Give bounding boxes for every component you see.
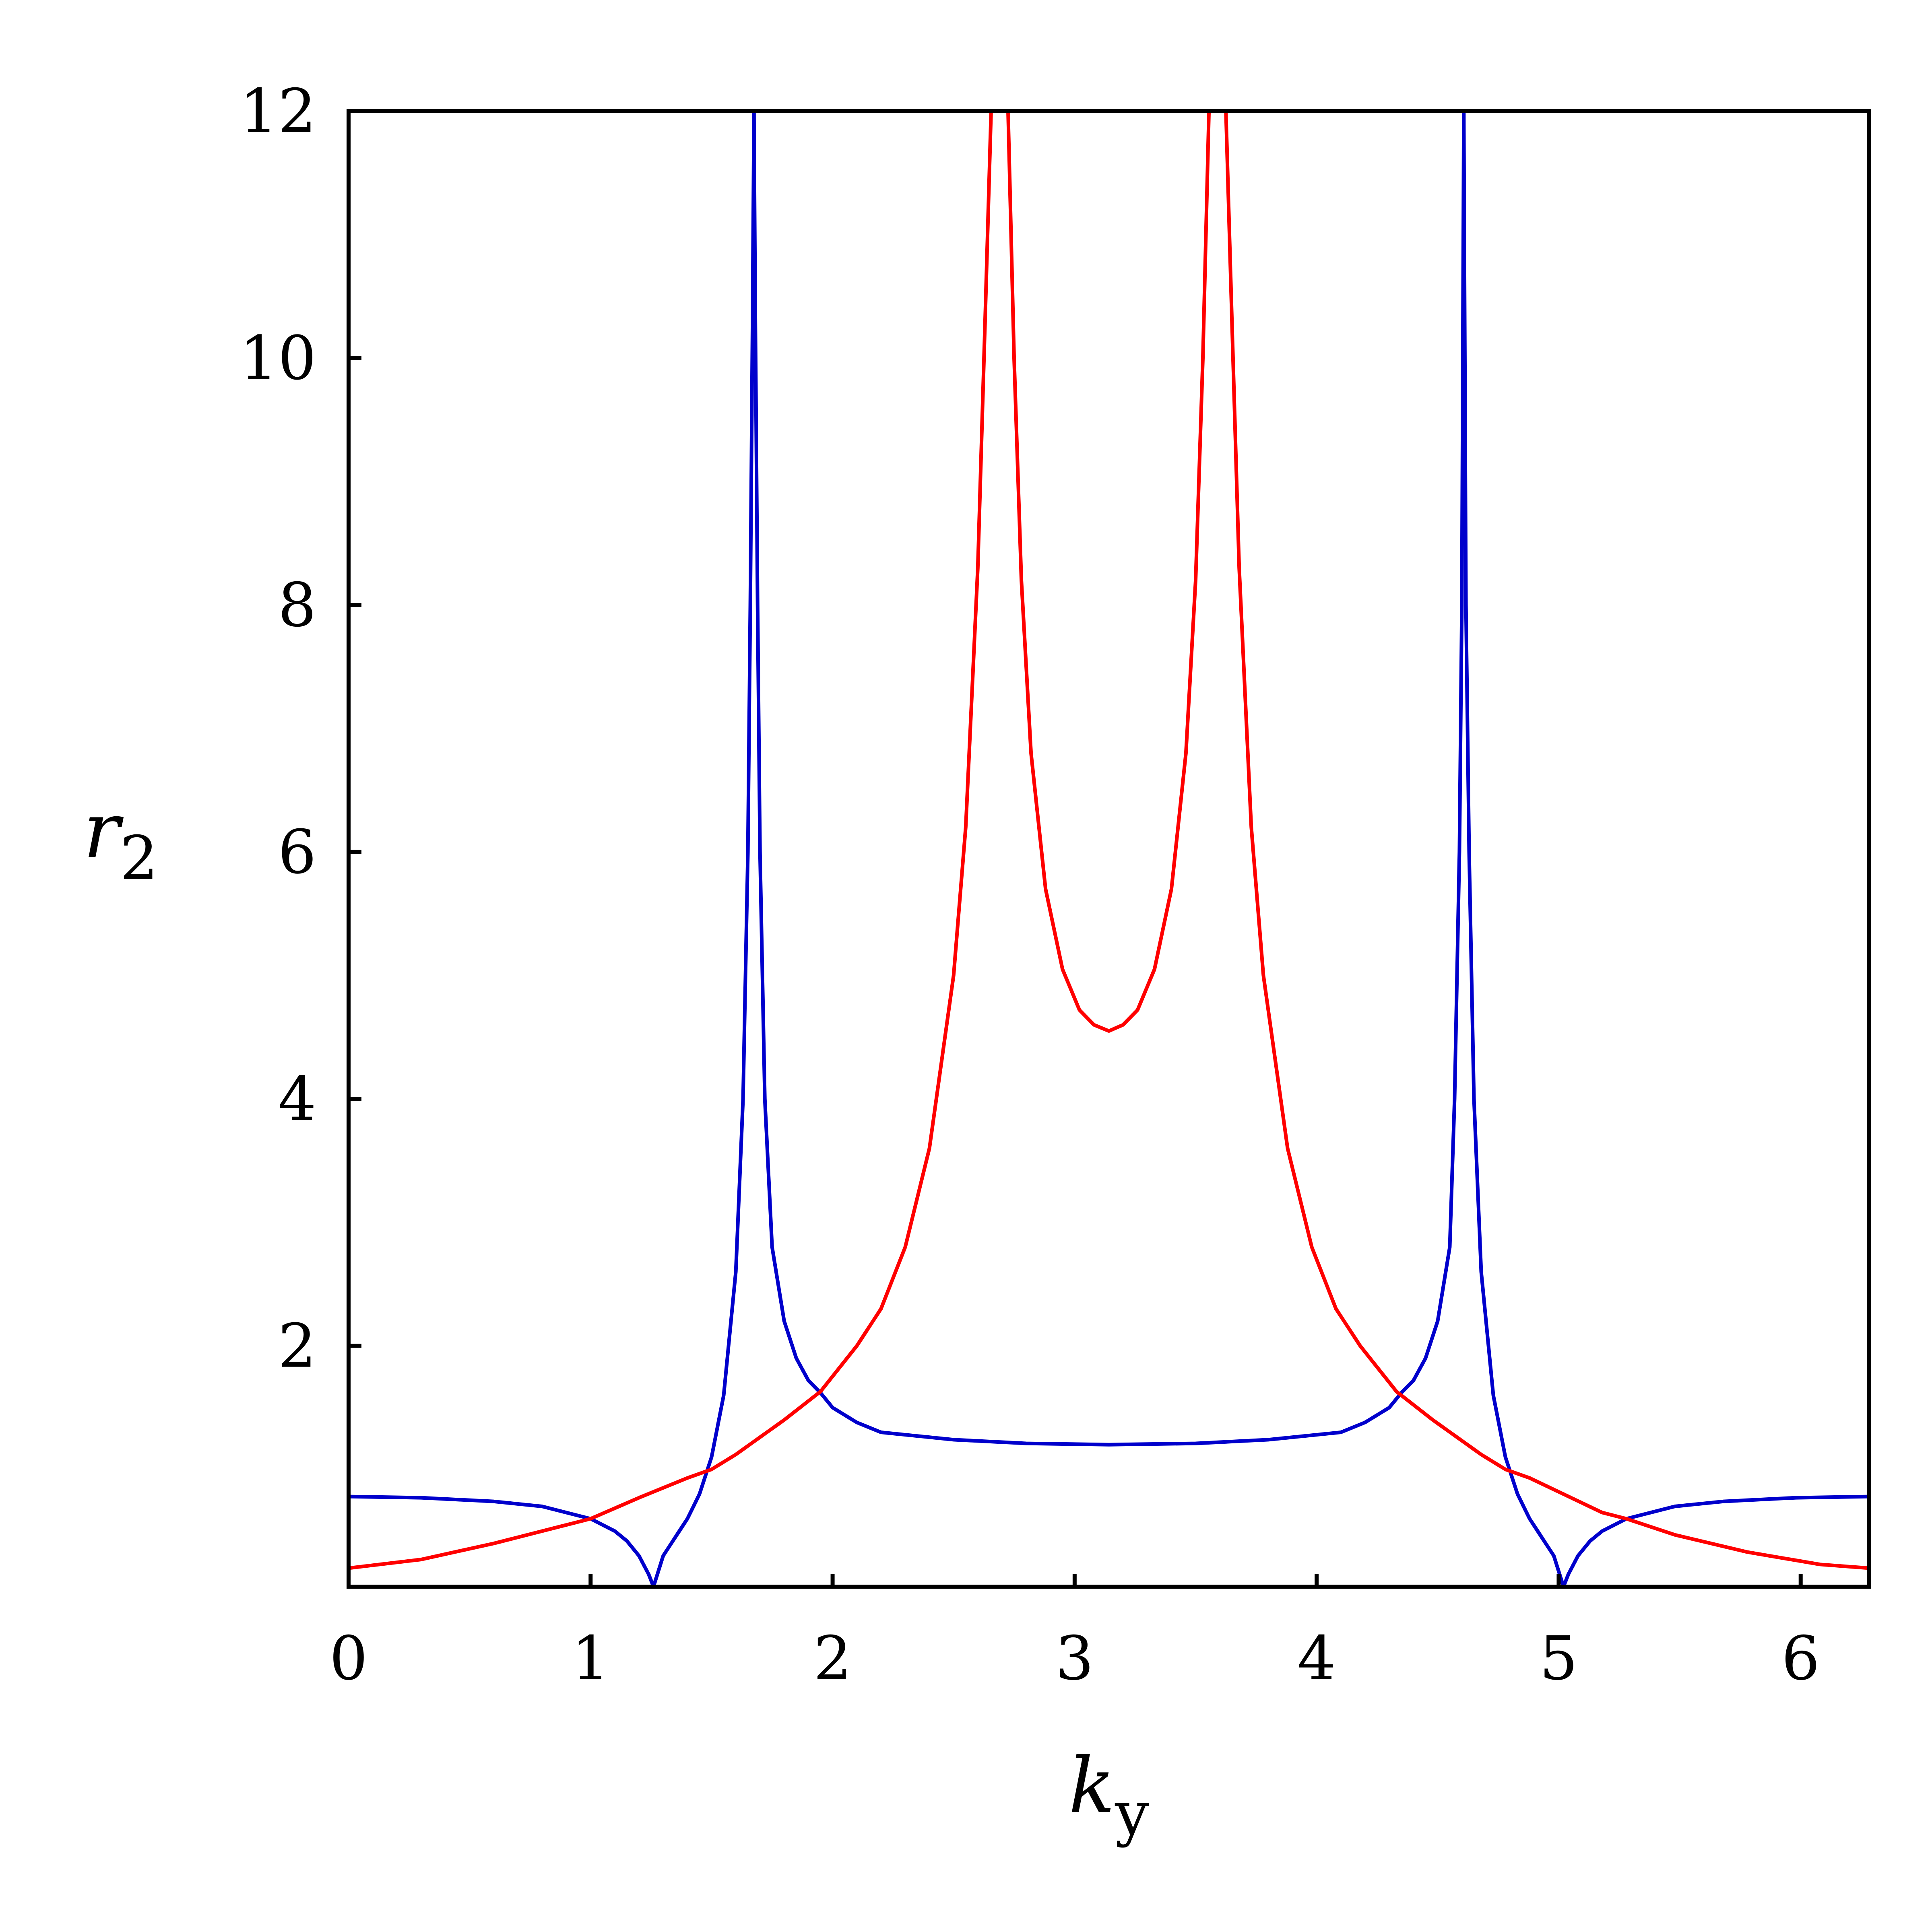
y-tick-label: 8 <box>278 570 316 640</box>
series-1-line-segment-5 <box>1562 1494 1869 1587</box>
y-tick-label: 12 <box>239 76 316 147</box>
series-1-line-segment-2 <box>652 111 756 1587</box>
series-1-line-segment-1 <box>349 1494 656 1587</box>
x-tick-label: 0 <box>329 1624 367 1694</box>
series-2-line-segment-1 <box>349 111 993 1570</box>
y-axis-label: r2 <box>83 786 158 894</box>
x-tick-label: 2 <box>813 1624 852 1694</box>
x-tick-label: 5 <box>1540 1624 1578 1694</box>
series-2-line-segment-2 <box>1006 111 1211 1033</box>
y-tick-label: 6 <box>278 817 316 888</box>
x-tick-label: 3 <box>1055 1624 1094 1694</box>
x-tick-label: 6 <box>1781 1624 1820 1694</box>
series-1-line-segment-4 <box>1462 111 1565 1587</box>
x-tick-label: 4 <box>1297 1624 1335 1694</box>
plot-frame <box>347 109 1871 1589</box>
y-tick-label: 2 <box>278 1311 316 1381</box>
y-tick-label: 10 <box>239 324 316 394</box>
series-2-line-segment-3 <box>1224 111 1869 1570</box>
x-axis-label: ky <box>1069 1741 1149 1849</box>
axes-layer <box>347 109 1871 1589</box>
series-layer <box>349 111 1869 1587</box>
y-tick-label: 4 <box>278 1064 316 1134</box>
x-tick-label: 1 <box>572 1624 610 1694</box>
series-1-line-segment-3 <box>752 111 1466 1447</box>
